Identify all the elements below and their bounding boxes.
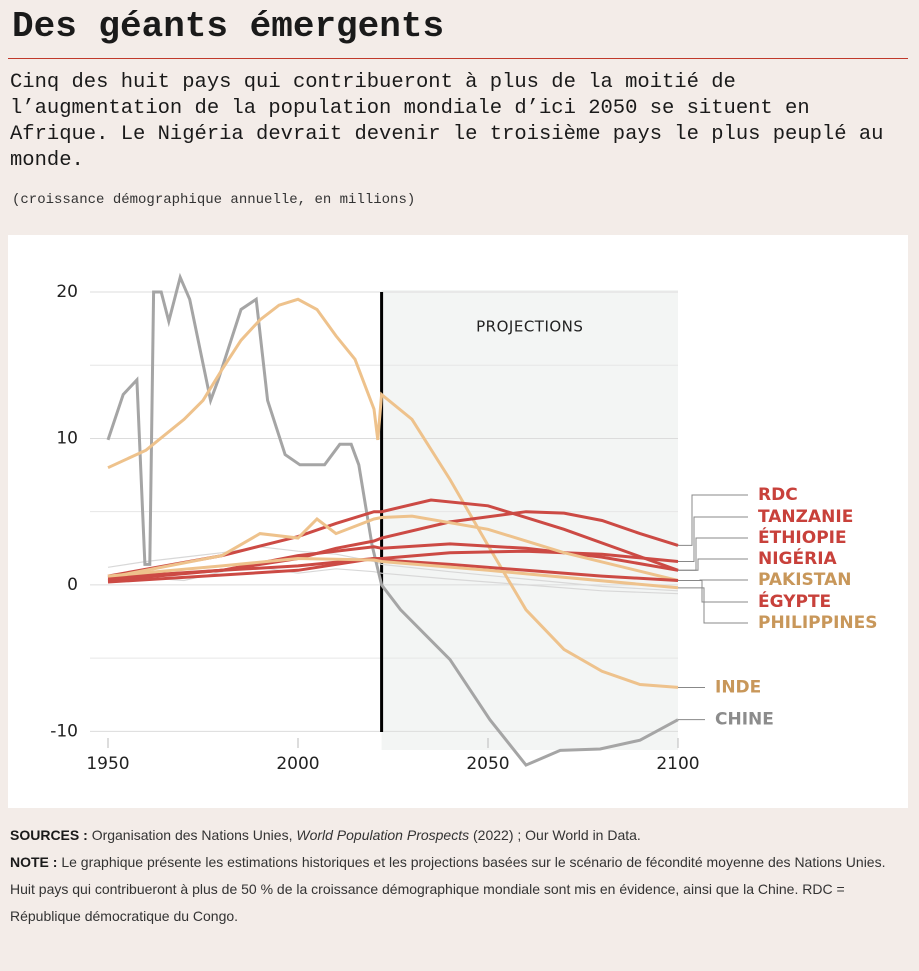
note: NOTE : Le graphique présente les estimat…	[10, 849, 890, 930]
title-rule	[8, 58, 908, 59]
series-line	[107, 514, 679, 582]
sources-text: Organisation des Nations Unies,	[91, 827, 297, 843]
legend-label: RDC	[758, 485, 798, 505]
background-line	[107, 566, 679, 595]
x-tick-label: 2000	[276, 754, 319, 774]
legend-label: ÉGYPTE	[758, 590, 831, 612]
y-tick-label: -10	[50, 721, 78, 741]
sources-label: SOURCES :	[10, 827, 88, 843]
sources-text: (2022) ; Our World in Data.	[469, 827, 641, 843]
y-tick-label: 0	[67, 575, 78, 595]
label-connector	[678, 587, 748, 624]
note-text: Le graphique présente les estimations hi…	[10, 854, 886, 924]
series-line	[107, 297, 679, 689]
x-tick-label: 2050	[466, 754, 509, 774]
label-connector	[678, 516, 748, 562]
note-label: NOTE :	[10, 854, 58, 870]
sources-text: World Population Prospects	[296, 827, 470, 843]
legend-label: TANZANIE	[758, 507, 853, 527]
background-line	[107, 546, 679, 592]
series-line	[107, 498, 679, 578]
footnotes: SOURCES : Organisation des Nations Unies…	[10, 822, 890, 930]
sources: SOURCES : Organisation des Nations Unies…	[10, 822, 890, 849]
label-connector	[678, 558, 748, 571]
series-line	[107, 549, 679, 584]
series-line	[106, 272, 679, 767]
x-tick-label: 2100	[656, 754, 699, 774]
annotation: PROJECTIONS	[476, 318, 583, 336]
x-tick-label: 1950	[86, 754, 129, 774]
legend-label: CHINE	[715, 710, 774, 730]
subtitle: Cinq des huit pays qui contribueront à p…	[10, 71, 884, 172]
series-line	[107, 556, 679, 590]
title: Des géants émergents	[12, 6, 445, 47]
y-axis-label: (croissance démographique annuelle, en m…	[12, 192, 416, 208]
label-connector	[678, 580, 748, 603]
legend-label: ÉTHIOPIE	[758, 526, 847, 548]
y-tick-label: 10	[56, 428, 78, 448]
legend-label: NIGÉRIA	[758, 547, 838, 569]
legend-label: PAKISTAN	[758, 570, 851, 590]
legend-label: PHILIPPINES	[758, 613, 878, 633]
y-tick-label: 20	[56, 282, 78, 302]
series-line	[107, 542, 679, 581]
legend-label: INDE	[715, 677, 761, 697]
label-connector	[678, 494, 748, 546]
